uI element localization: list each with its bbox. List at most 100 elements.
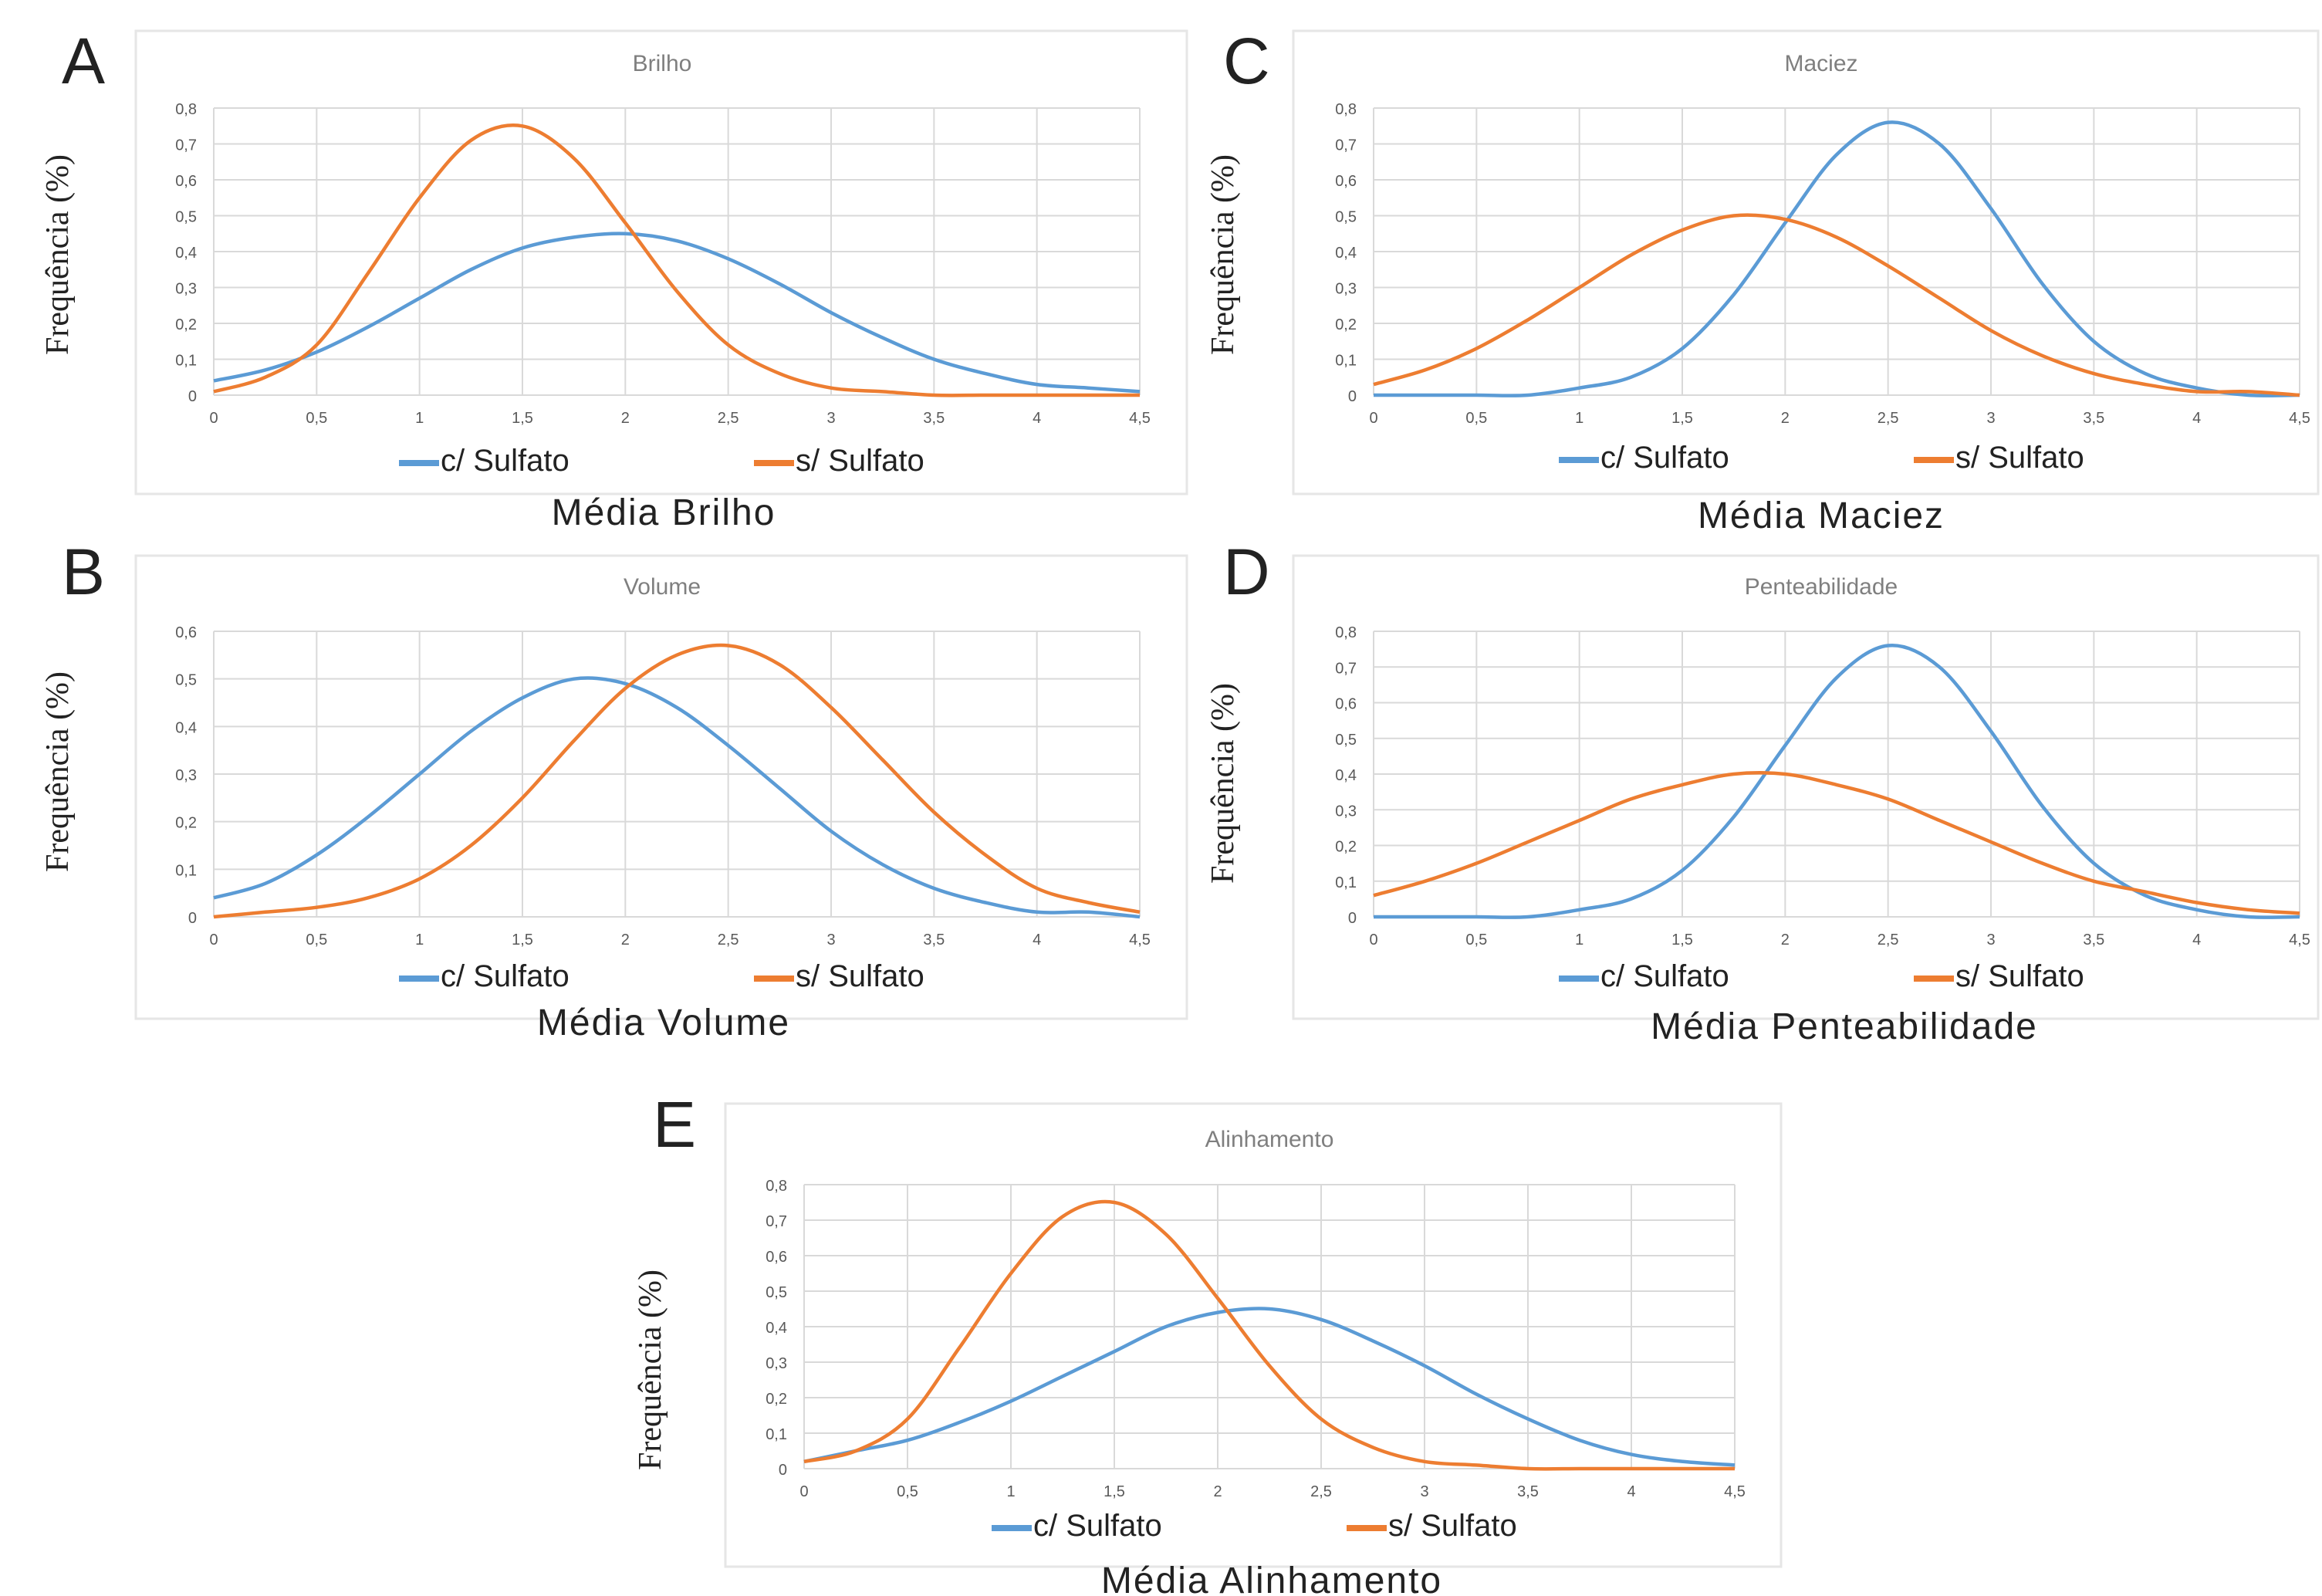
chart-panel-b: B Volume 0 0,1 0,2 0,3 0,4 0,5 0,6 0 0,5 1 1,5 2 2,5 3 3… — [40, 536, 1188, 1043]
panel-letter: D — [1223, 536, 1270, 608]
x-tick-label: 3 — [826, 932, 835, 948]
y-tick-label: 0,5 — [766, 1284, 787, 1301]
x-tick-label: 3 — [1986, 932, 1995, 948]
y-tick-label: 0,5 — [175, 209, 197, 226]
y-tick-label: 0,1 — [175, 862, 197, 879]
panel-letter: B — [62, 536, 105, 608]
y-tick-label: 0,3 — [175, 281, 197, 298]
chart-panel-c: C Maciez 0 0,1 0,2 0,3 0,4 0,5 0,6 0,7 0,8 0 0,5 1 1,5… — [1205, 25, 2320, 536]
y-tick-label: 0,6 — [1335, 696, 1357, 713]
series-line-s-sulfato — [803, 1199, 1735, 1471]
y-tick-label: 0,1 — [175, 353, 197, 370]
x-tick-label: 2 — [621, 410, 630, 427]
series-line-c-sulfato — [213, 232, 1141, 394]
y-axis-label: Frequência (%) — [40, 671, 76, 872]
chart-frame — [134, 29, 1188, 495]
x-tick-label: 1 — [1575, 410, 1583, 427]
y-tick-label: 0,4 — [766, 1320, 787, 1337]
y-tick-label: 0,2 — [175, 316, 197, 333]
chart-frame — [1292, 29, 2320, 495]
x-axis-label: Média Penteabilidade — [1651, 1006, 2038, 1047]
x-tick-label: 0,5 — [897, 1483, 918, 1500]
y-tick-label: 0,7 — [766, 1213, 787, 1230]
x-tick-label: 0 — [1369, 932, 1377, 948]
chart-title: Maciez — [1784, 51, 1857, 76]
y-tick-label: 0,5 — [1335, 732, 1357, 749]
y-tick-label: 0,6 — [175, 173, 197, 190]
y-tick-label: 0,7 — [175, 137, 197, 154]
y-tick-label: 0 — [779, 1462, 787, 1479]
chart-panel-d: D Penteabilidade 0 0,1 0,2 0,3 0,4 0,5 0,6 0,7 0,8… — [1205, 536, 2320, 1047]
x-tick-label: 1,5 — [1671, 410, 1693, 427]
y-tick-label: 0 — [188, 388, 197, 405]
y-tick-label: 0,5 — [1335, 209, 1357, 226]
x-tick-label: 3 — [1420, 1483, 1428, 1500]
x-tick-label: 2,5 — [1878, 932, 1899, 948]
panel-letter: A — [62, 25, 105, 97]
x-tick-label: 3,5 — [923, 410, 945, 427]
x-tick-label: 4,5 — [1724, 1483, 1746, 1500]
y-tick-label: 0,6 — [175, 624, 197, 641]
legend-label: s/ Sulfato — [1388, 1509, 1517, 1543]
x-axis-label: Média Brilho — [552, 492, 776, 533]
y-tick-label: 0,4 — [1335, 245, 1357, 262]
x-tick-label: 3,5 — [2083, 932, 2104, 948]
chart-panel-a: A Brilho 0 0,1 0,2 0,3 0,4 0,5 0,6 0,7 0,8 0 0,5 1 1,5… — [40, 25, 1188, 533]
y-tick-label: 0,6 — [766, 1249, 787, 1266]
y-tick-label: 0,2 — [1335, 839, 1357, 856]
y-tick-label: 0,1 — [1335, 874, 1357, 891]
y-axis-label: Frequência (%) — [633, 1270, 668, 1470]
x-tick-label: 0,5 — [306, 932, 327, 948]
legend-label: s/ Sulfato — [796, 959, 924, 993]
x-tick-label: 4 — [2192, 410, 2201, 427]
panel-letter: C — [1223, 25, 1270, 97]
x-axis-label: Média Volume — [537, 1003, 790, 1043]
legend-label: s/ Sulfato — [1955, 441, 2084, 475]
y-tick-label: 0,3 — [175, 767, 197, 784]
x-tick-label: 3,5 — [923, 932, 945, 948]
y-tick-label: 0,2 — [1335, 316, 1357, 333]
y-axis-label: Frequência (%) — [1205, 683, 1241, 884]
y-tick-label: 0,8 — [175, 101, 197, 118]
y-tick-label: 0,6 — [1335, 173, 1357, 190]
x-tick-label: 4,5 — [1129, 410, 1151, 427]
x-tick-label: 1,5 — [512, 932, 533, 948]
y-tick-label: 0,7 — [1335, 137, 1357, 154]
x-tick-label: 1,5 — [1104, 1483, 1125, 1500]
x-tick-label: 3 — [1986, 410, 1995, 427]
chart-frame — [134, 554, 1188, 1020]
x-tick-label: 1,5 — [512, 410, 533, 427]
series-line-c-sulfato — [1373, 120, 2300, 397]
x-tick-label: 2 — [1213, 1483, 1222, 1500]
x-tick-label: 3,5 — [2083, 410, 2104, 427]
chart-title: Penteabilidade — [1745, 574, 1898, 600]
x-tick-label: 4 — [1033, 932, 1041, 948]
x-tick-label: 0 — [209, 932, 218, 948]
y-tick-label: 0,4 — [175, 245, 197, 262]
legend-label: s/ Sulfato — [796, 444, 924, 478]
x-tick-label: 3,5 — [1517, 1483, 1539, 1500]
x-tick-label: 0,5 — [1465, 932, 1487, 948]
x-tick-label: 2,5 — [718, 932, 739, 948]
y-tick-label: 0 — [1348, 388, 1357, 405]
y-axis-label: Frequência (%) — [40, 154, 76, 355]
x-tick-label: 0,5 — [1465, 410, 1487, 427]
chart-panel-e: E Alinhamento 0 0,1 0,2 0,3 0,4 0,5 0,6 0,7 0,8 0 0,… — [633, 1088, 1783, 1596]
y-tick-label: 0,1 — [766, 1426, 787, 1443]
x-tick-label: 4 — [2192, 932, 2201, 948]
x-tick-label: 4,5 — [2289, 932, 2310, 948]
x-tick-label: 2,5 — [1878, 410, 1899, 427]
series-line-c-sulfato — [213, 676, 1141, 919]
y-tick-label: 0 — [1348, 910, 1357, 927]
chart-title: Volume — [624, 574, 701, 600]
y-tick-label: 0,4 — [175, 719, 197, 736]
y-tick-label: 0,2 — [766, 1391, 787, 1408]
series-line-s-sulfato — [213, 123, 1140, 397]
y-tick-label: 0,8 — [766, 1178, 787, 1195]
x-tick-label: 2 — [621, 932, 630, 948]
legend-label: c/ Sulfato — [441, 444, 570, 478]
y-tick-label: 0,3 — [1335, 803, 1357, 820]
legend-label: c/ Sulfato — [1600, 441, 1729, 475]
y-tick-label: 0,5 — [175, 672, 197, 689]
x-tick-label: 0 — [209, 410, 218, 427]
